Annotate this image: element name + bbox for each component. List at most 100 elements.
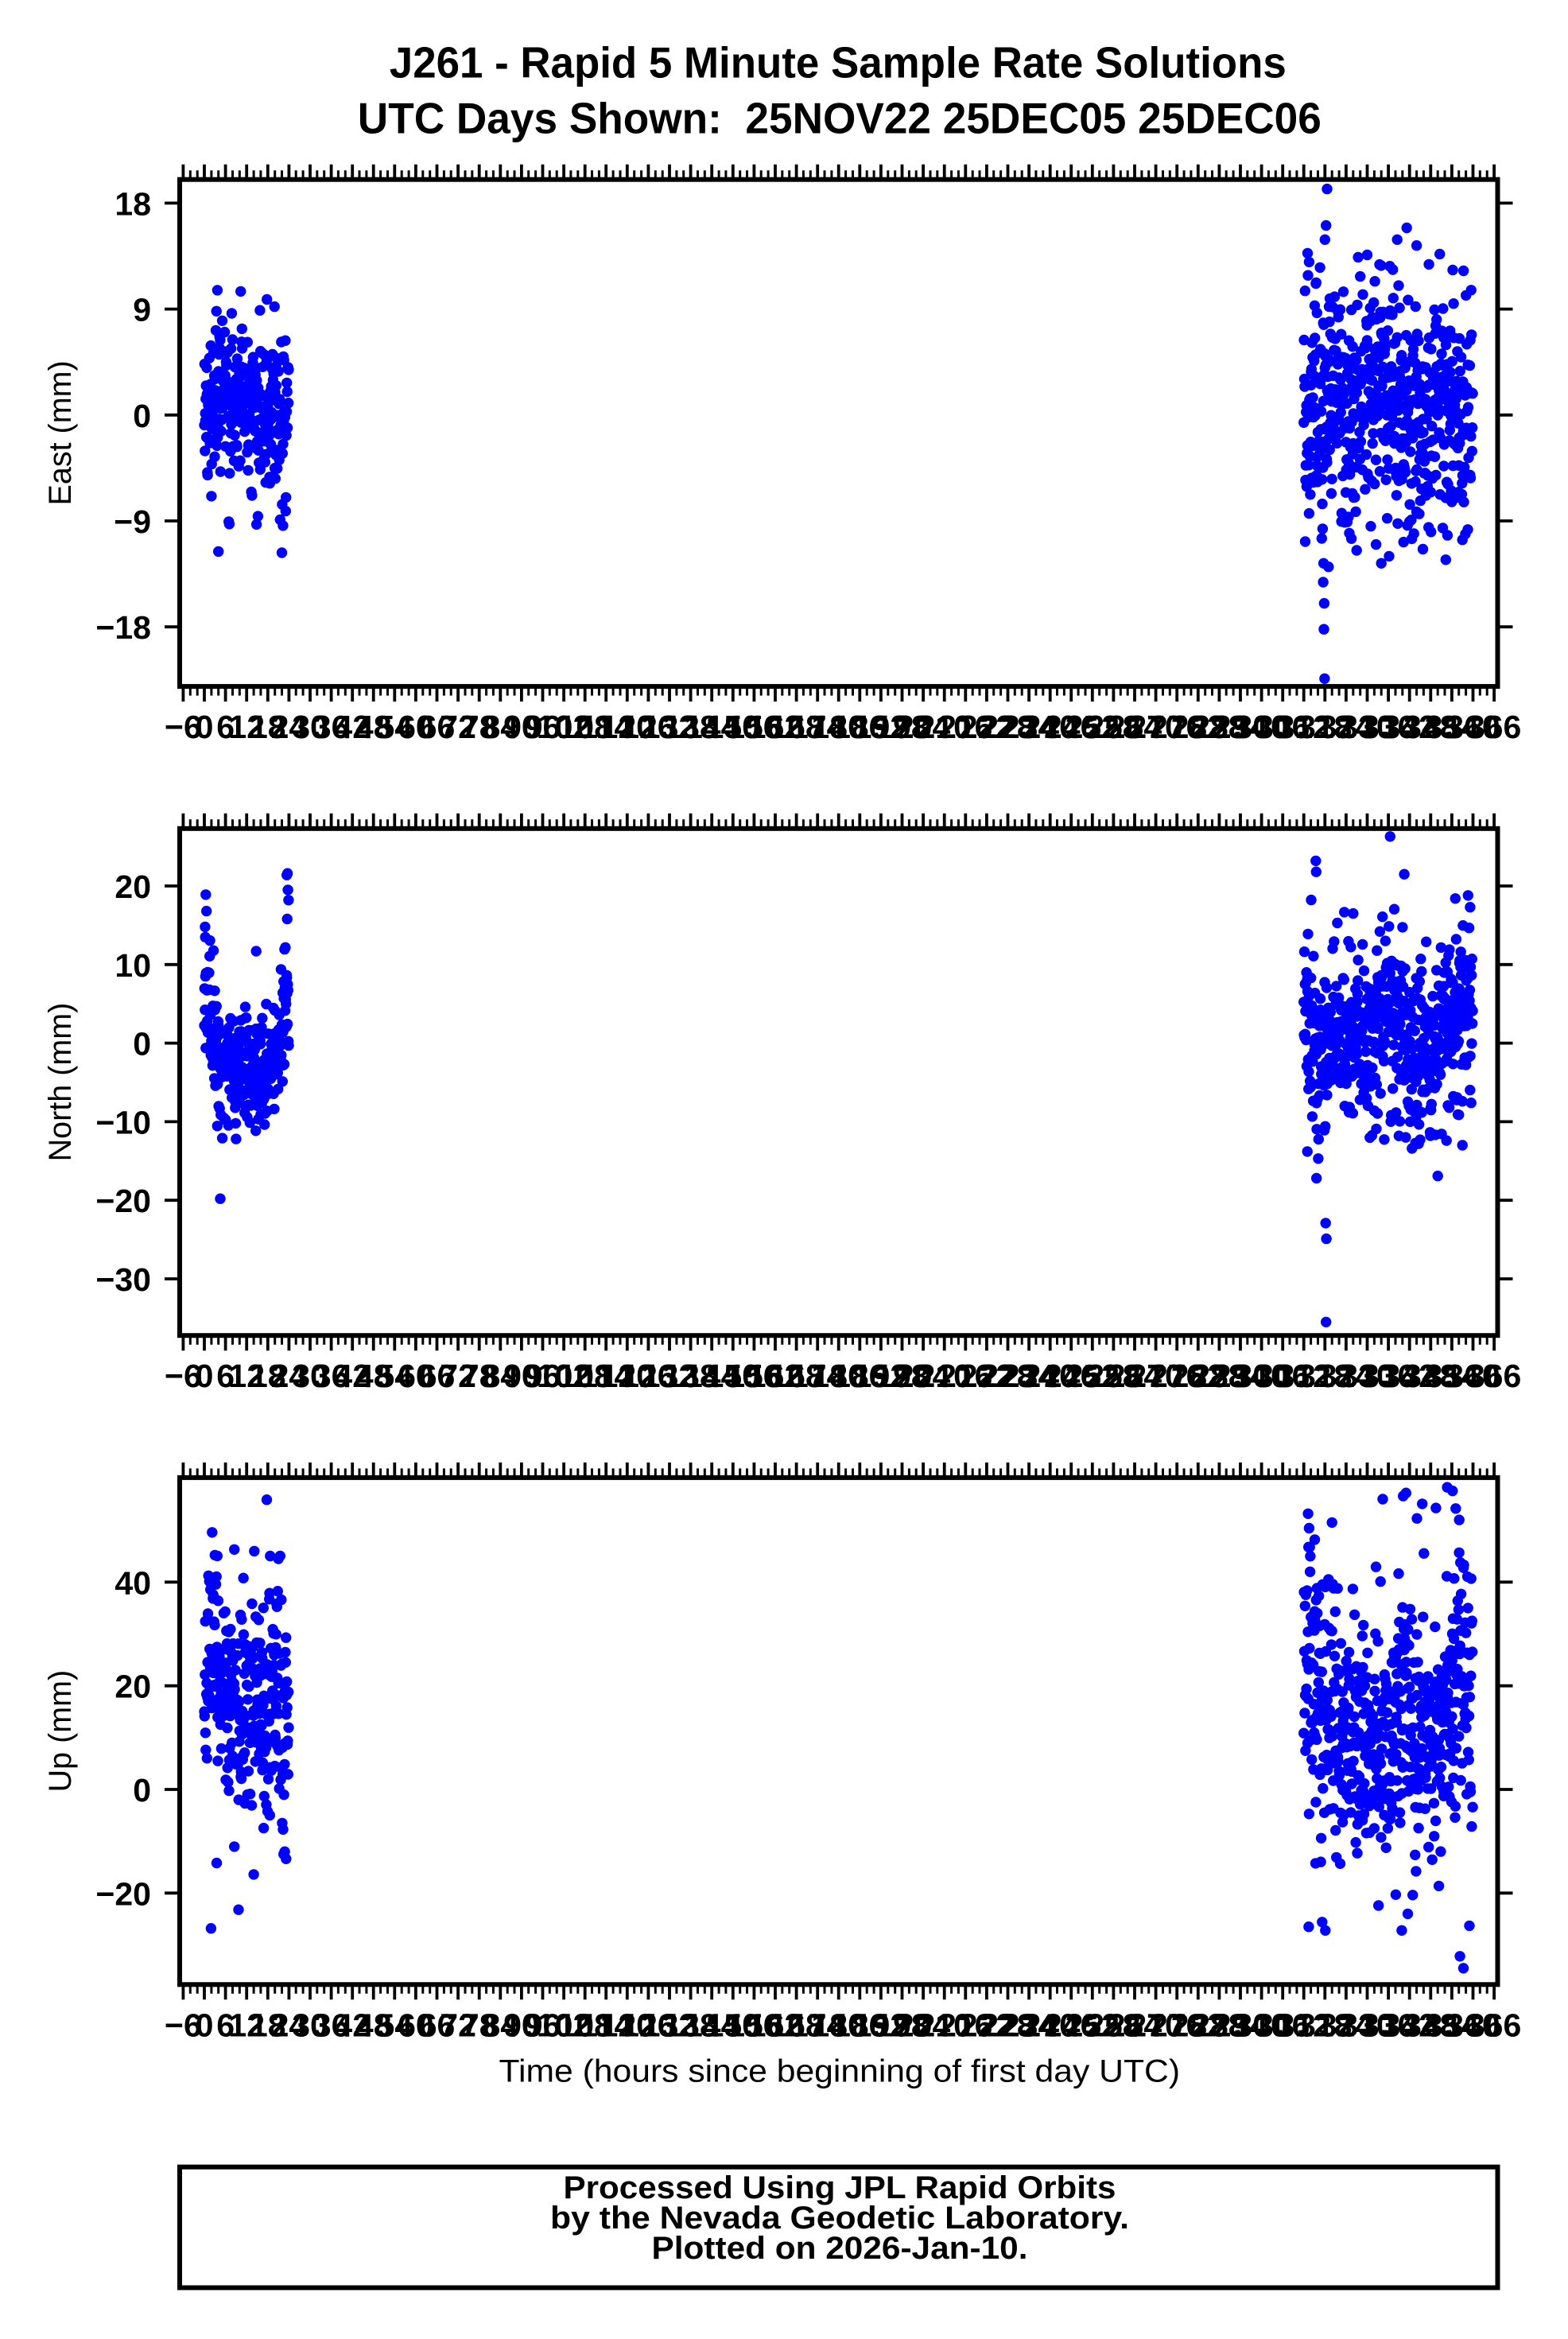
svg-text:336: 336 bbox=[1361, 709, 1415, 745]
svg-text:42: 42 bbox=[334, 709, 371, 745]
svg-text:UTC Days Shown: 25NOV22 25DEC: UTC Days Shown: 25NOV22 25DEC05 25DEC06 bbox=[358, 94, 1322, 143]
svg-text:72: 72 bbox=[440, 1358, 476, 1394]
svg-text:−18: −18 bbox=[95, 609, 151, 646]
svg-text:282: 282 bbox=[1171, 709, 1225, 745]
svg-text:0: 0 bbox=[133, 398, 151, 434]
svg-text:9: 9 bbox=[133, 292, 151, 328]
svg-text:40: 40 bbox=[114, 1564, 151, 1601]
svg-text:174: 174 bbox=[790, 709, 845, 745]
svg-text:90: 90 bbox=[503, 709, 540, 745]
svg-text:276: 276 bbox=[1150, 1358, 1204, 1394]
svg-text:324: 324 bbox=[1319, 2007, 1374, 2043]
svg-text:0: 0 bbox=[196, 1358, 214, 1394]
svg-text:228: 228 bbox=[980, 1358, 1034, 1394]
svg-text:204: 204 bbox=[896, 2007, 951, 2043]
svg-text:300: 300 bbox=[1234, 2007, 1288, 2043]
svg-text:234: 234 bbox=[1002, 709, 1057, 745]
svg-text:318: 318 bbox=[1298, 1358, 1352, 1394]
svg-text:300: 300 bbox=[1234, 1358, 1288, 1394]
svg-text:324: 324 bbox=[1319, 1358, 1374, 1394]
svg-text:132: 132 bbox=[642, 2007, 697, 2043]
svg-text:306: 306 bbox=[1256, 1358, 1310, 1394]
svg-text:222: 222 bbox=[960, 709, 1014, 745]
svg-text:246: 246 bbox=[1044, 709, 1098, 745]
svg-text:78: 78 bbox=[461, 709, 498, 745]
svg-text:162: 162 bbox=[748, 1358, 802, 1394]
svg-text:168: 168 bbox=[769, 2007, 823, 2043]
svg-text:282: 282 bbox=[1171, 2007, 1225, 2043]
svg-text:246: 246 bbox=[1044, 1358, 1098, 1394]
svg-text:−6: −6 bbox=[165, 709, 202, 745]
svg-text:138: 138 bbox=[663, 1358, 717, 1394]
svg-text:288: 288 bbox=[1192, 709, 1246, 745]
svg-text:36: 36 bbox=[313, 709, 350, 745]
svg-text:126: 126 bbox=[621, 2007, 675, 2043]
svg-text:348: 348 bbox=[1403, 709, 1457, 745]
svg-text:246: 246 bbox=[1044, 2007, 1098, 2043]
svg-text:132: 132 bbox=[642, 1358, 697, 1394]
svg-text:144: 144 bbox=[685, 709, 739, 745]
svg-text:42: 42 bbox=[334, 2007, 371, 2043]
svg-text:150: 150 bbox=[706, 2007, 760, 2043]
svg-text:318: 318 bbox=[1298, 2007, 1352, 2043]
svg-text:24: 24 bbox=[271, 1358, 308, 1394]
svg-text:234: 234 bbox=[1002, 2007, 1057, 2043]
svg-text:222: 222 bbox=[960, 2007, 1014, 2043]
svg-text:36: 36 bbox=[313, 2007, 350, 2043]
svg-text:156: 156 bbox=[727, 709, 781, 745]
svg-text:192: 192 bbox=[854, 1358, 908, 1394]
svg-text:36: 36 bbox=[313, 1358, 350, 1394]
svg-text:138: 138 bbox=[663, 709, 717, 745]
svg-text:108: 108 bbox=[557, 1358, 611, 1394]
svg-text:204: 204 bbox=[896, 709, 951, 745]
svg-text:120: 120 bbox=[600, 709, 654, 745]
svg-text:198: 198 bbox=[875, 1358, 929, 1394]
svg-text:240: 240 bbox=[1023, 709, 1077, 745]
svg-text:330: 330 bbox=[1340, 2007, 1394, 2043]
svg-text:270: 270 bbox=[1128, 709, 1182, 745]
svg-text:318: 318 bbox=[1298, 709, 1352, 745]
svg-text:258: 258 bbox=[1086, 1358, 1140, 1394]
svg-text:10: 10 bbox=[114, 947, 151, 984]
svg-text:180: 180 bbox=[811, 2007, 865, 2043]
svg-text:240: 240 bbox=[1023, 2007, 1077, 2043]
svg-text:300: 300 bbox=[1234, 709, 1288, 745]
svg-text:96: 96 bbox=[525, 2007, 561, 2043]
svg-text:120: 120 bbox=[600, 2007, 654, 2043]
svg-text:72: 72 bbox=[440, 709, 476, 745]
svg-text:240: 240 bbox=[1023, 1358, 1077, 1394]
svg-text:114: 114 bbox=[580, 709, 632, 745]
svg-text:108: 108 bbox=[557, 2007, 611, 2043]
svg-text:258: 258 bbox=[1086, 2007, 1140, 2043]
svg-text:210: 210 bbox=[917, 709, 971, 745]
svg-text:264: 264 bbox=[1108, 709, 1162, 745]
svg-text:0: 0 bbox=[133, 1772, 151, 1809]
svg-text:30: 30 bbox=[292, 1358, 328, 1394]
svg-text:186: 186 bbox=[833, 2007, 887, 2043]
svg-text:−20: −20 bbox=[95, 1875, 151, 1912]
svg-text:78: 78 bbox=[461, 1358, 498, 1394]
svg-text:48: 48 bbox=[355, 709, 392, 745]
svg-text:288: 288 bbox=[1192, 1358, 1246, 1394]
svg-text:258: 258 bbox=[1086, 709, 1140, 745]
svg-text:60: 60 bbox=[398, 709, 434, 745]
svg-text:156: 156 bbox=[727, 1358, 781, 1394]
svg-text:228: 228 bbox=[980, 709, 1034, 745]
svg-text:294: 294 bbox=[1213, 709, 1268, 745]
svg-text:162: 162 bbox=[748, 2007, 802, 2043]
svg-text:54: 54 bbox=[376, 709, 413, 745]
svg-text:132: 132 bbox=[642, 709, 697, 745]
svg-text:96: 96 bbox=[525, 709, 561, 745]
svg-text:312: 312 bbox=[1276, 2007, 1330, 2043]
svg-text:6: 6 bbox=[216, 709, 235, 745]
svg-text:114: 114 bbox=[580, 1358, 632, 1394]
svg-text:348: 348 bbox=[1403, 1358, 1457, 1394]
svg-text:234: 234 bbox=[1002, 1358, 1057, 1394]
svg-text:Processed Using JPL Rapid Orbi: Processed Using JPL Rapid Orbits bbox=[564, 2170, 1116, 2205]
svg-text:24: 24 bbox=[271, 2007, 308, 2043]
svg-text:186: 186 bbox=[833, 709, 887, 745]
svg-text:12: 12 bbox=[228, 2007, 265, 2043]
svg-text:306: 306 bbox=[1256, 2007, 1310, 2043]
svg-text:48: 48 bbox=[355, 1358, 392, 1394]
svg-text:96: 96 bbox=[525, 1358, 561, 1394]
